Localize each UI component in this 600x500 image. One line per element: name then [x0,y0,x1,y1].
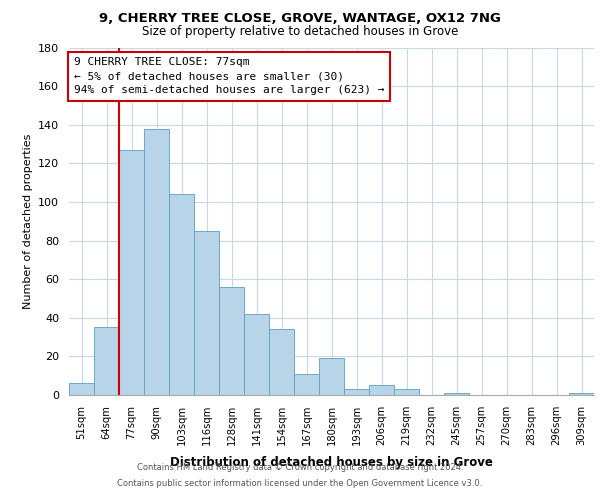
Y-axis label: Number of detached properties: Number of detached properties [23,134,32,309]
Bar [169,194,194,395]
Bar [269,330,294,395]
Text: Size of property relative to detached houses in Grove: Size of property relative to detached ho… [142,25,458,38]
Bar [69,384,94,395]
Bar [569,393,594,395]
X-axis label: Distribution of detached houses by size in Grove: Distribution of detached houses by size … [170,456,493,469]
Text: 9, CHERRY TREE CLOSE, GROVE, WANTAGE, OX12 7NG: 9, CHERRY TREE CLOSE, GROVE, WANTAGE, OX… [99,12,501,26]
Bar [344,389,369,395]
Bar [244,314,269,395]
Bar [319,358,344,395]
Text: 9 CHERRY TREE CLOSE: 77sqm
← 5% of detached houses are smaller (30)
94% of semi-: 9 CHERRY TREE CLOSE: 77sqm ← 5% of detac… [74,57,385,95]
Bar [194,231,219,395]
Bar [219,287,244,395]
Text: Contains public sector information licensed under the Open Government Licence v3: Contains public sector information licen… [118,478,482,488]
Bar [119,150,144,395]
Bar [94,328,119,395]
Bar [369,386,394,395]
Bar [294,374,319,395]
Text: Contains HM Land Registry data © Crown copyright and database right 2024.: Contains HM Land Registry data © Crown c… [137,464,463,472]
Bar [444,393,469,395]
Bar [394,389,419,395]
Bar [144,128,169,395]
